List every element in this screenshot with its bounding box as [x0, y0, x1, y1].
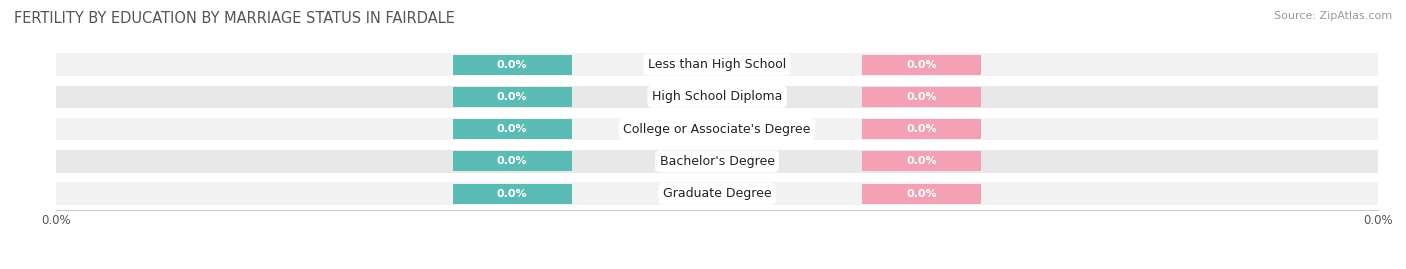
Text: 0.0%: 0.0% [496, 92, 527, 102]
Bar [862, 184, 981, 204]
Text: 0.0%: 0.0% [496, 124, 527, 134]
Text: Graduate Degree: Graduate Degree [662, 187, 772, 200]
Bar [862, 55, 981, 75]
Text: 0.0%: 0.0% [907, 189, 938, 199]
Text: FERTILITY BY EDUCATION BY MARRIAGE STATUS IN FAIRDALE: FERTILITY BY EDUCATION BY MARRIAGE STATU… [14, 11, 456, 26]
Text: College or Associate's Degree: College or Associate's Degree [623, 123, 811, 136]
Bar [453, 151, 572, 171]
Text: 0.0%: 0.0% [907, 156, 938, 167]
Bar [453, 87, 572, 107]
Bar [56, 182, 1378, 205]
Bar [56, 150, 1378, 173]
Text: Source: ZipAtlas.com: Source: ZipAtlas.com [1274, 11, 1392, 21]
Bar [56, 118, 1378, 140]
Text: 0.0%: 0.0% [496, 189, 527, 199]
Text: Less than High School: Less than High School [648, 58, 786, 71]
Bar [56, 53, 1378, 76]
Bar [453, 184, 572, 204]
Text: 0.0%: 0.0% [907, 59, 938, 70]
Bar [862, 119, 981, 139]
Legend: Married, Unmarried: Married, Unmarried [627, 264, 807, 269]
Bar [56, 86, 1378, 108]
Text: 0.0%: 0.0% [907, 124, 938, 134]
Bar [862, 87, 981, 107]
Bar [453, 55, 572, 75]
Text: Bachelor's Degree: Bachelor's Degree [659, 155, 775, 168]
Bar [862, 151, 981, 171]
Text: High School Diploma: High School Diploma [652, 90, 782, 103]
Text: 0.0%: 0.0% [496, 156, 527, 167]
Text: 0.0%: 0.0% [907, 92, 938, 102]
Text: 0.0%: 0.0% [496, 59, 527, 70]
Bar [453, 119, 572, 139]
